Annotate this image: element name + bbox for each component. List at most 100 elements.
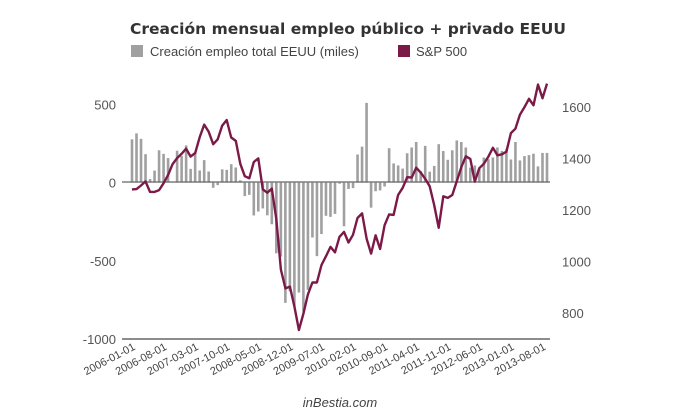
bar: [139, 138, 143, 183]
bar: [392, 163, 395, 183]
bar: [315, 182, 319, 257]
bar: [487, 159, 490, 183]
bar: [356, 154, 359, 183]
legend-swatch-bars: [131, 45, 143, 57]
bar: [153, 170, 156, 183]
bar: [157, 150, 161, 183]
bar: [198, 170, 201, 183]
bar: [419, 171, 422, 183]
bar: [414, 141, 418, 183]
bar-series: [130, 102, 549, 312]
chart-title: Creación mensual empleo público + privad…: [130, 20, 566, 38]
bar: [437, 144, 441, 183]
left-tick-label: -500: [90, 254, 116, 269]
bar: [482, 157, 486, 183]
bar: [166, 158, 170, 183]
bar: [184, 145, 188, 183]
bar: [329, 182, 332, 217]
bar: [189, 168, 192, 183]
bar: [401, 168, 404, 183]
legend-swatch-line: [398, 45, 410, 57]
bar: [338, 182, 341, 184]
bar: [347, 182, 350, 189]
left-tick-label: -1000: [83, 332, 116, 347]
bar: [469, 167, 472, 183]
bar: [261, 182, 265, 209]
bar: [220, 169, 224, 183]
bar: [496, 147, 499, 183]
bar: [441, 151, 445, 183]
bar: [383, 182, 386, 187]
bar: [514, 141, 517, 183]
right-tick-label: 1400: [562, 151, 591, 166]
credit-text: inBestia.com: [303, 395, 378, 410]
right-axis: 1600 1400 1200 1000 800: [562, 100, 591, 321]
bar: [360, 146, 364, 183]
bar: [311, 182, 314, 238]
bar: [541, 152, 544, 183]
bar: [333, 182, 337, 214]
bar: [320, 182, 323, 235]
bar: [135, 133, 138, 183]
right-tick-label: 1000: [562, 255, 591, 270]
bar: [410, 147, 413, 183]
bar: [464, 147, 468, 183]
bar: [527, 155, 531, 183]
bar: [270, 182, 274, 225]
bar: [148, 179, 152, 183]
bar: [202, 160, 206, 183]
bar: [369, 182, 373, 208]
right-tick-label: 1200: [562, 203, 591, 218]
legend-label-line: S&P 500: [416, 44, 467, 59]
bar: [144, 154, 147, 183]
bar: [446, 159, 450, 183]
bar: [279, 182, 283, 257]
bar: [266, 182, 269, 216]
bar: [396, 165, 400, 183]
bar: [518, 160, 522, 183]
bar: [509, 159, 513, 183]
left-tick-label: 500: [94, 97, 116, 112]
bar: [247, 182, 251, 195]
bar: [374, 182, 377, 192]
bar: [284, 182, 287, 303]
right-tick-label: 1600: [562, 100, 591, 115]
bar: [365, 102, 368, 183]
bar: [387, 148, 391, 183]
bar: [306, 182, 310, 290]
bar: [536, 166, 540, 183]
bar: [302, 182, 305, 312]
bar: [428, 171, 432, 183]
sp500-line: [131, 83, 549, 332]
bar: [207, 171, 210, 183]
bar: [473, 165, 477, 183]
legend-label-bars: Creación empleo total EEUU (miles): [150, 44, 359, 59]
bar: [193, 153, 197, 183]
bar: [532, 153, 535, 183]
bar: [180, 155, 183, 183]
bar: [459, 141, 463, 183]
bar: [229, 164, 233, 183]
left-axis: 500 0 -500 -1000: [83, 97, 116, 347]
bar: [450, 150, 454, 183]
bar: [175, 150, 179, 183]
bar: [455, 140, 459, 183]
bar: [351, 182, 355, 189]
bar: [216, 182, 220, 186]
bar: [252, 182, 256, 216]
left-tick-label: 0: [109, 176, 116, 191]
bar: [243, 182, 247, 197]
bar: [324, 182, 328, 216]
bar: [293, 182, 296, 307]
bar: [405, 153, 409, 183]
bar: [342, 182, 346, 227]
legend: Creación empleo total EEUU (miles) S&P 5…: [131, 44, 467, 59]
bar: [130, 139, 134, 183]
bar: [500, 150, 504, 183]
bar: [478, 168, 481, 183]
bar: [505, 149, 508, 183]
bar: [523, 156, 526, 183]
right-tick-label: 800: [562, 306, 584, 321]
bar: [234, 167, 238, 183]
